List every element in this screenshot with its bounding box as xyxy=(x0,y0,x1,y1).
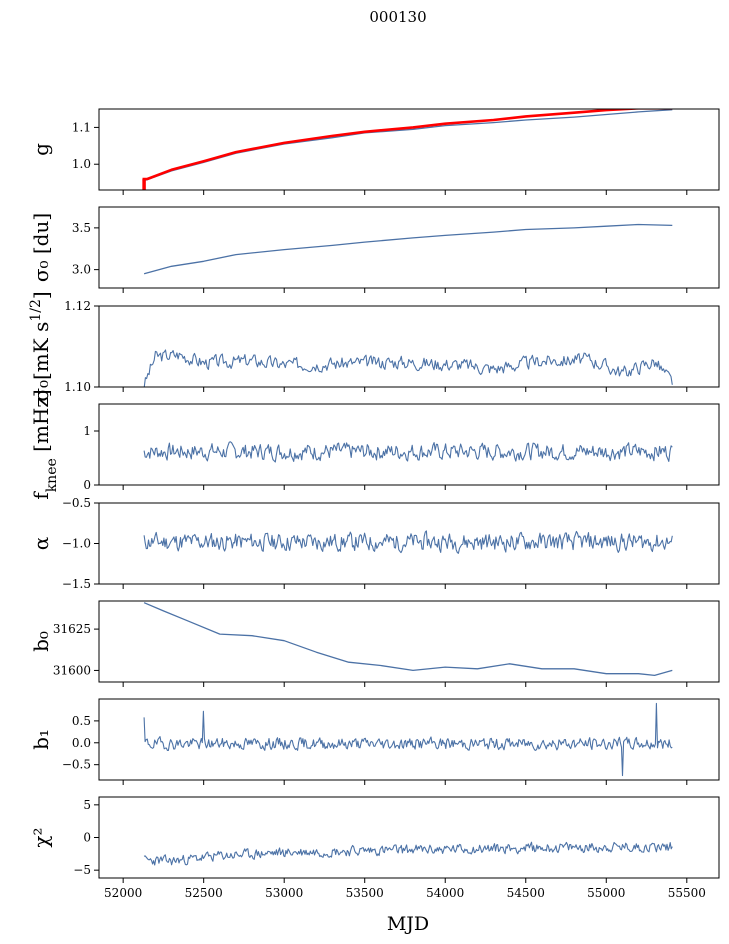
x-tick-label: 52500 xyxy=(185,886,223,900)
y-tick-label: 1.1 xyxy=(72,120,91,134)
x-tick-label: 53000 xyxy=(265,886,303,900)
panel-sigma0-mk: 1.10 1.12 σ₀[mK s1/2] xyxy=(28,291,720,402)
series-line-0 xyxy=(143,602,673,677)
y-tick-label: 3.0 xyxy=(72,263,91,277)
x-tick-label: 54500 xyxy=(507,886,545,900)
y-tick-label: 0.0 xyxy=(72,736,91,750)
y-tick-label: −1.0 xyxy=(62,537,91,551)
y-axis-label: σ₀[mK s1/2] xyxy=(28,291,53,401)
panel-gain: 1.0 1.1 g xyxy=(29,108,720,195)
axes-frame xyxy=(98,600,720,683)
series-line xyxy=(143,349,673,387)
panel-b1: −0.5 0.0 0.5 b₁ xyxy=(29,698,720,785)
y-tick-label: −5 xyxy=(73,863,91,877)
axes-frame xyxy=(98,206,720,289)
plot-area xyxy=(143,441,673,463)
series-line xyxy=(143,702,673,777)
y-axis-label: χ² xyxy=(29,827,53,847)
x-tick-label: 55000 xyxy=(587,886,625,900)
x-tick-label: 54000 xyxy=(426,886,464,900)
plot-area xyxy=(143,841,673,866)
y-tick-label: 31625 xyxy=(53,622,91,636)
axes-frame xyxy=(98,796,720,879)
panel-chi2: −5 0 5 52000 52500 53000 53500 54000 54500 55000 5… xyxy=(29,796,720,900)
axes-frame xyxy=(98,698,720,781)
plot-area xyxy=(143,530,673,554)
series-line xyxy=(143,841,673,866)
axes-frame xyxy=(98,403,720,486)
plot-area xyxy=(143,602,673,677)
y-tick-label: 1 xyxy=(83,424,91,438)
axes-frame xyxy=(98,108,720,191)
x-axis-label: MJD xyxy=(387,913,429,935)
y-tick-label: −1.5 xyxy=(62,577,91,591)
y-axis-label: fknee [mHz] xyxy=(29,389,60,499)
plot-area xyxy=(143,349,673,387)
x-tick-label: 52000 xyxy=(104,886,142,900)
y-tick-label: 0 xyxy=(83,831,91,845)
plot-area xyxy=(143,223,673,275)
y-axis-label: b₁ xyxy=(29,729,53,750)
y-tick-label: −0.5 xyxy=(62,496,91,510)
y-axis-label: g xyxy=(29,143,53,156)
y-axis-label: α xyxy=(29,537,53,551)
y-tick-label: 0.5 xyxy=(72,714,91,728)
y-tick-label: 0 xyxy=(83,478,91,492)
y-tick-label: 31600 xyxy=(53,663,91,677)
series-line xyxy=(143,441,673,463)
panel-fknee: 0 1 fknee [mHz] xyxy=(29,389,720,500)
y-tick-label: 1.12 xyxy=(64,299,91,313)
y-tick-label: 5 xyxy=(83,798,91,812)
axes-frame xyxy=(98,305,720,388)
y-tick-label: 1.10 xyxy=(64,380,91,394)
plot-area xyxy=(143,702,673,777)
x-tick-label: 55500 xyxy=(668,886,706,900)
panel-sigma0-du: 3.0 3.5 σ₀ [du] xyxy=(29,206,720,293)
plot-area xyxy=(142,109,673,190)
series-line-0 xyxy=(143,223,673,275)
series-line-1 xyxy=(142,109,673,181)
panel-alpha: −1.5 −1.0 −0.5 α xyxy=(29,496,720,591)
y-tick-label: −0.5 xyxy=(62,758,91,772)
series-line-0 xyxy=(142,109,673,182)
y-tick-label: 1.0 xyxy=(72,157,91,171)
y-axis-label: b₀ xyxy=(29,631,53,652)
y-tick-label: 3.5 xyxy=(72,221,91,235)
series-line xyxy=(143,530,673,554)
y-axis-label: σ₀ [du] xyxy=(29,213,53,282)
x-tick-label: 53500 xyxy=(346,886,384,900)
figure-title: 000130 xyxy=(369,8,426,26)
